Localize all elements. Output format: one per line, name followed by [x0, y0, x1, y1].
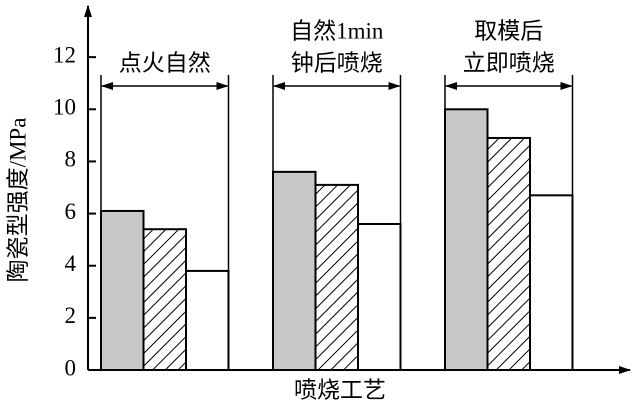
bar — [142, 228, 187, 371]
group-label: 点火自然 — [119, 50, 211, 75]
bar — [529, 194, 574, 371]
bar — [100, 209, 145, 371]
y-tick-label: 6 — [65, 199, 77, 224]
y-tick-label: 4 — [65, 251, 77, 276]
group-label: 自然1min — [290, 18, 384, 43]
y-tick-label: 0 — [65, 355, 77, 380]
y-tick-label: 2 — [65, 303, 77, 328]
y-tick-label: 12 — [53, 42, 76, 67]
group-label: 取模后 — [474, 18, 543, 43]
bar — [272, 170, 317, 371]
bar — [185, 269, 230, 371]
bar — [357, 223, 402, 371]
y-tick-label: 8 — [65, 147, 77, 172]
bars — [100, 108, 574, 372]
bar — [444, 108, 489, 372]
y-tick-label: 10 — [53, 95, 76, 120]
bar — [314, 183, 359, 371]
group-label: 立即喷烧 — [463, 50, 555, 75]
y-axis-label: 陶瓷型强度/MPa — [5, 118, 30, 283]
x-axis-label: 喷烧工艺 — [294, 377, 386, 402]
group-label: 钟后喷烧 — [291, 50, 383, 75]
bar — [486, 136, 531, 371]
